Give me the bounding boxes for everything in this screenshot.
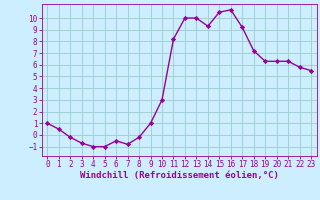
X-axis label: Windchill (Refroidissement éolien,°C): Windchill (Refroidissement éolien,°C): [80, 171, 279, 180]
